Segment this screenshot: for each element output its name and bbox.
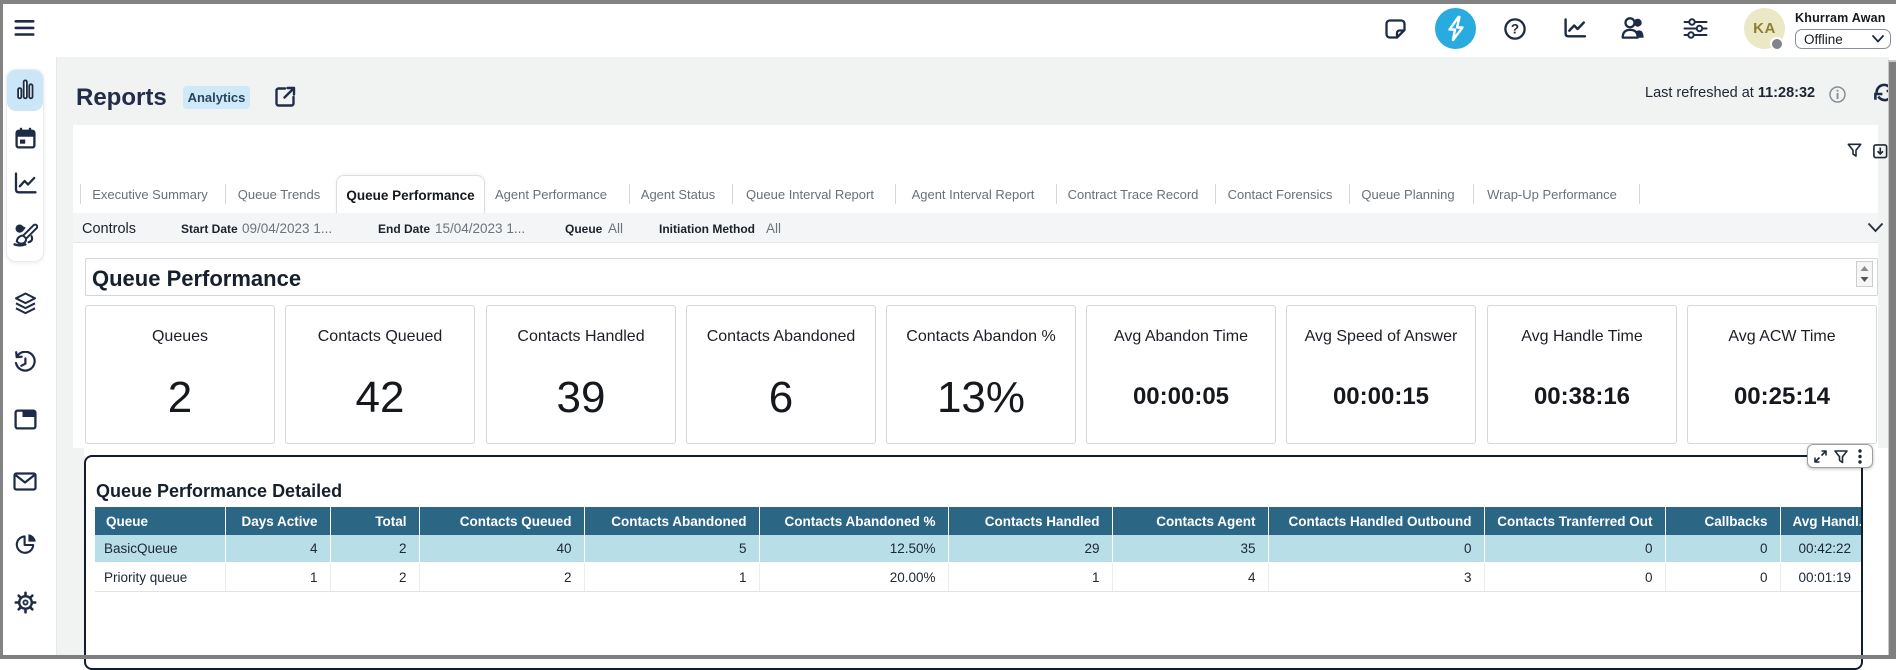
svg-text:?: ? [1511, 22, 1519, 37]
